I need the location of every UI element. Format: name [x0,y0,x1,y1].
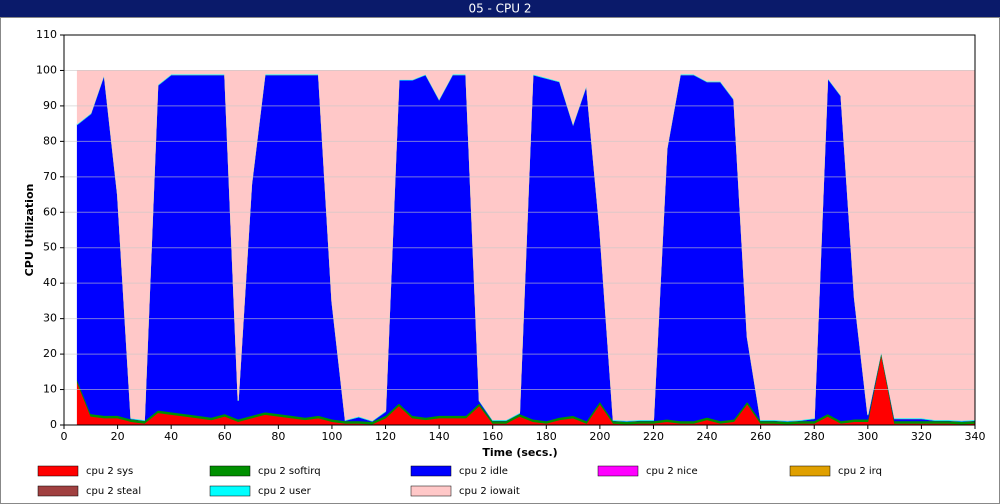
x-tick-label: 80 [271,430,285,443]
x-tick-label: 140 [429,430,450,443]
legend-swatch [410,485,452,497]
x-tick-label: 220 [643,430,664,443]
x-tick-label: 340 [965,430,986,443]
x-tick-label: 100 [321,430,342,443]
y-axis-label: CPU Utilization [23,184,36,277]
legend-swatch [209,485,251,497]
legend-swatch [37,485,79,497]
x-tick-label: 20 [111,430,125,443]
x-tick-label: 260 [750,430,771,443]
legend-swatch [37,465,79,477]
chart-title: 05 - CPU 2 [468,2,531,16]
x-tick-label: 320 [911,430,932,443]
y-tick-label: 80 [43,134,57,147]
y-tick-label: 40 [43,276,57,289]
x-tick-label: 200 [589,430,610,443]
y-tick-label: 70 [43,170,57,183]
x-tick-label: 40 [164,430,178,443]
x-tick-label: 0 [61,430,68,443]
x-tick-label: 120 [375,430,396,443]
y-tick-label: 60 [43,205,57,218]
legend-label: cpu 2 user [258,486,312,497]
legend-label: cpu 2 steal [86,486,141,497]
y-tick-label: 100 [36,63,57,76]
y-tick-label: 10 [43,383,57,396]
y-tick-label: 110 [36,28,57,41]
x-tick-label: 60 [218,430,232,443]
x-tick-label: 280 [804,430,825,443]
x-tick-label: 160 [482,430,503,443]
legend-label: cpu 2 irq [838,466,882,477]
plot-border [63,34,976,426]
legend-swatch [209,465,251,477]
y-tick-label: 20 [43,347,57,360]
legend-label: cpu 2 sys [86,466,133,477]
legend-swatch [597,465,639,477]
legend-label: cpu 2 softirq [258,466,321,477]
legend-label: cpu 2 iowait [459,486,520,497]
y-tick-label: 30 [43,312,57,325]
x-tick-label: 240 [697,430,718,443]
y-tick-label: 90 [43,99,57,112]
title-bar [0,0,1000,17]
legend-label: cpu 2 idle [459,466,508,477]
x-axis-label: Time (secs.) [482,446,557,459]
legend-swatch [789,465,831,477]
x-tick-label: 300 [857,430,878,443]
legend-label: cpu 2 nice [646,466,698,477]
x-tick-label: 180 [536,430,557,443]
y-tick-label: 0 [50,418,57,431]
legend-swatch [410,465,452,477]
y-tick-label: 50 [43,241,57,254]
